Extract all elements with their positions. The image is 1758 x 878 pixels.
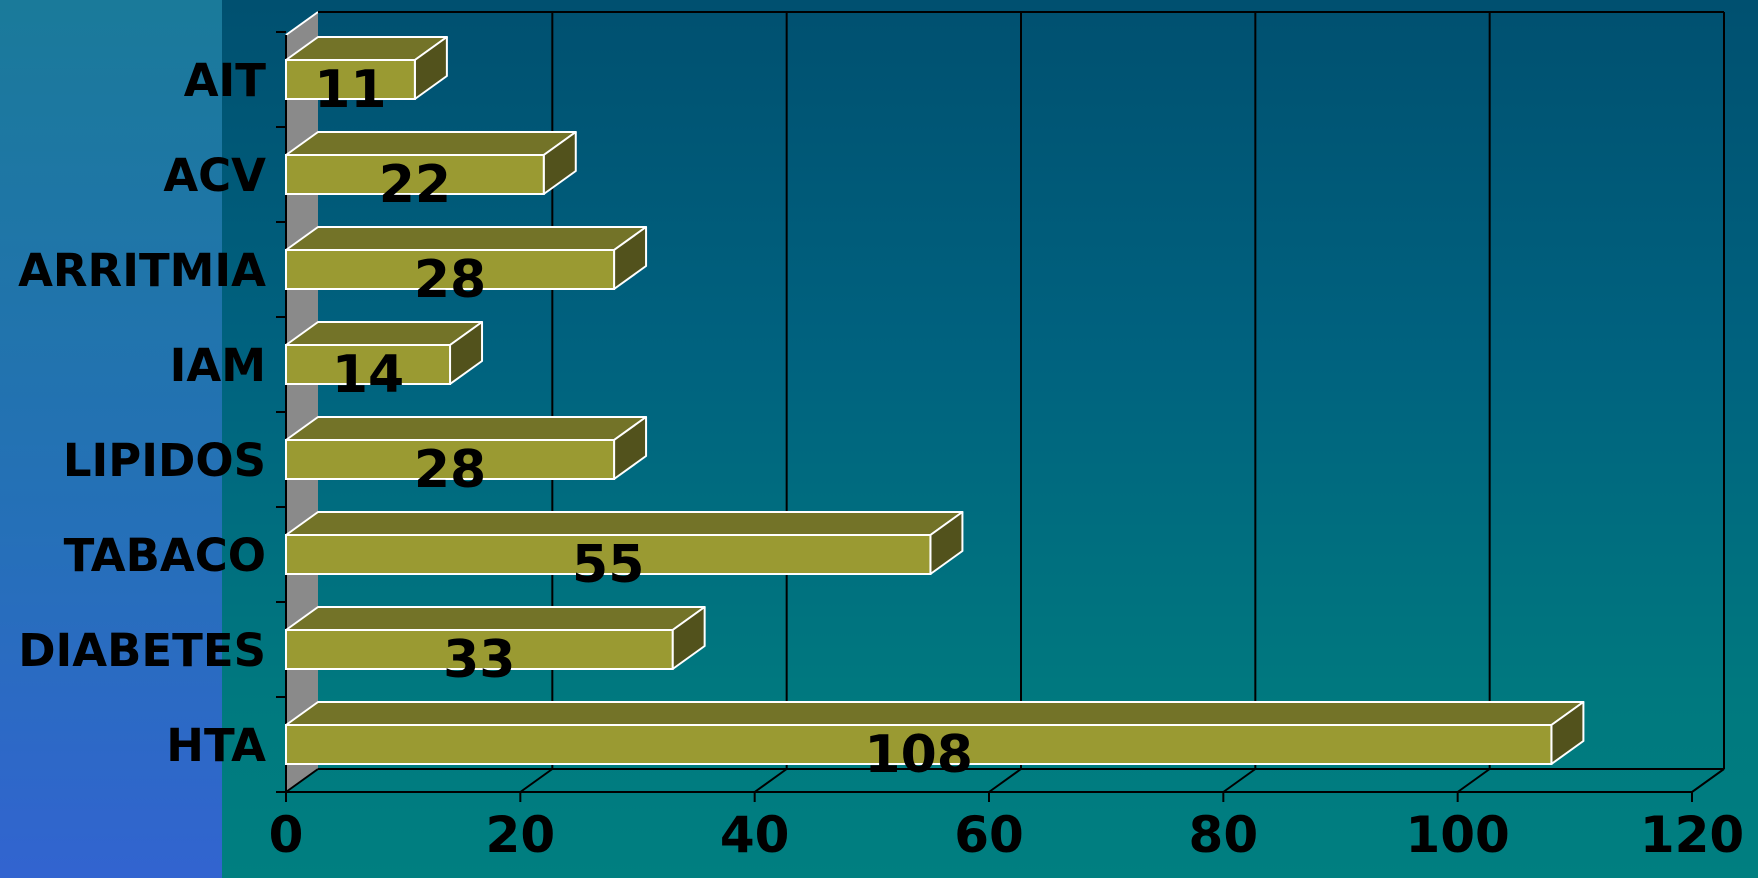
floor-depth-line	[519, 768, 553, 793]
x-tick-label: 60	[954, 806, 1024, 864]
category-label: ARRITMIA	[18, 244, 266, 297]
floor-depth-line	[1691, 768, 1725, 793]
bar-diabetes	[285, 629, 674, 670]
x-tick-label: 40	[720, 806, 790, 864]
bar-top-face	[285, 416, 648, 441]
bar-arritmia	[285, 249, 616, 290]
bar-hta	[285, 724, 1553, 765]
bar-value-label: 33	[443, 630, 515, 690]
floor-depth-line	[1222, 768, 1256, 793]
bar-value-label: 28	[414, 440, 486, 500]
category-label: ACV	[163, 149, 266, 202]
category-label: LIPIDOS	[63, 434, 266, 487]
floor-depth-line	[754, 768, 788, 793]
bar-value-label: 22	[379, 155, 451, 215]
floor-depth-line	[285, 768, 319, 793]
bar-top-face	[285, 131, 577, 156]
bar-value-label: 14	[332, 345, 404, 405]
category-label: TABACO	[64, 529, 266, 582]
bar-lipidos	[285, 439, 616, 480]
bar-acv	[285, 154, 545, 195]
bar-top-face	[285, 606, 706, 631]
floor-depth-line	[988, 768, 1022, 793]
bar-value-label: 108	[864, 725, 973, 785]
x-tick-label: 120	[1640, 806, 1744, 864]
x-tick-label: 100	[1405, 806, 1509, 864]
bar-top-face	[285, 701, 1585, 726]
category-label: IAM	[170, 339, 266, 392]
left-accent-panel	[0, 0, 222, 878]
bar-value-label: 55	[572, 535, 644, 595]
left-wall-top-edge	[285, 11, 319, 36]
category-label: DIABETES	[18, 624, 266, 677]
bar-top-face	[285, 321, 484, 346]
floor-depth-line	[1457, 768, 1491, 793]
x-tick-label: 20	[486, 806, 556, 864]
chart-left-wall	[286, 12, 318, 792]
category-label: HTA	[166, 719, 266, 772]
x-tick-label: 0	[269, 806, 304, 864]
labels-layer: 0 20 40 60 80 100 120 HTA 108 DIABETES 33 TABACO 55 L…	[18, 54, 1744, 864]
bar-tabaco	[285, 534, 932, 575]
bar-value-label: 11	[314, 60, 386, 120]
bar-top-face	[285, 226, 648, 251]
bar-value-label: 28	[414, 250, 486, 310]
bars-layer	[285, 36, 1585, 765]
bar-top-face	[285, 511, 964, 536]
bar-iam	[285, 344, 452, 385]
bar-ait	[285, 59, 416, 100]
category-label: AIT	[184, 54, 267, 107]
x-tick-label: 80	[1189, 806, 1259, 864]
